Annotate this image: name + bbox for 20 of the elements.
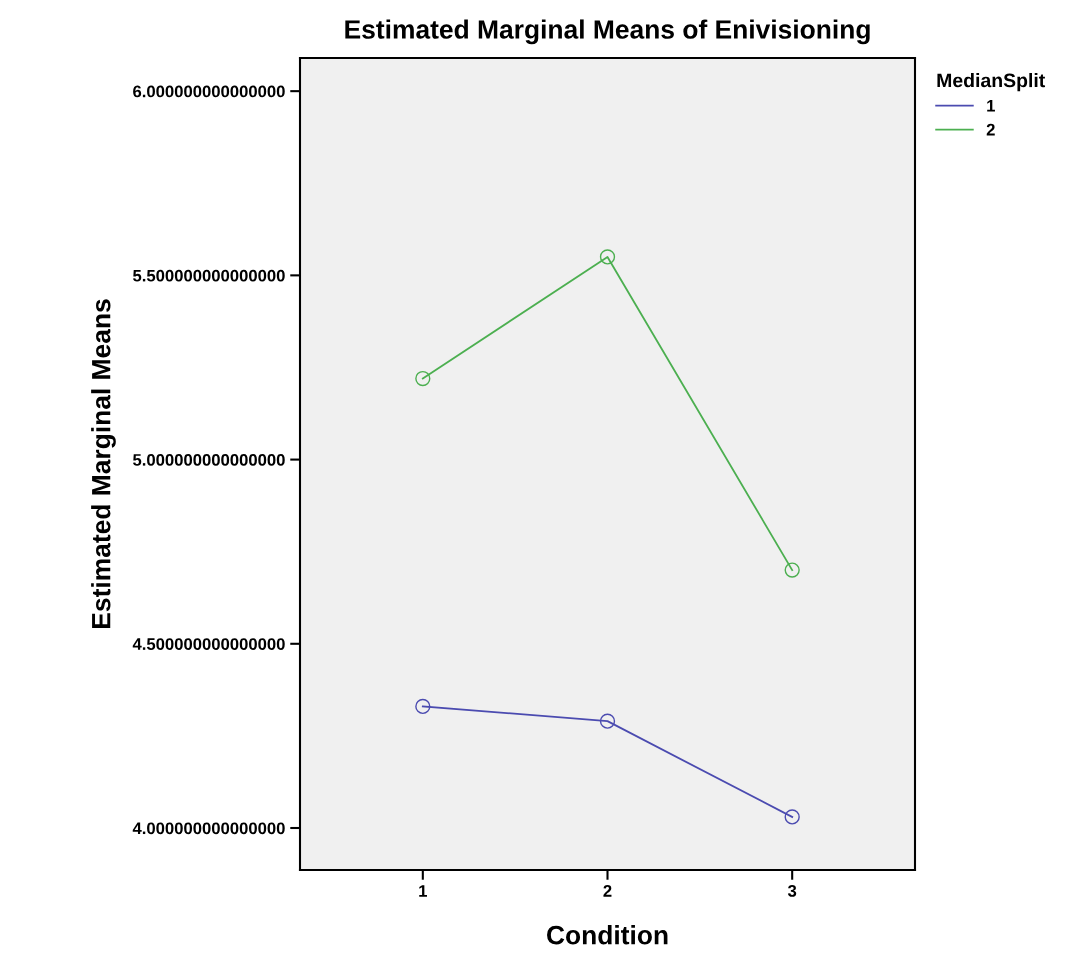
chart-title: Estimated Marginal Means of Enivisioning [345,19,870,45]
y-tick-label: 6.000000000000000 [133,85,285,98]
x-axis-title: Condition [547,925,668,945]
point [415,698,431,715]
x-tick-label: 3 [787,885,797,897]
y-tick-label: 5.500000000000000 [133,269,285,282]
legend-label: 2 [986,123,995,136]
point [784,809,800,825]
x-tick-label: 2 [603,885,612,897]
point [599,713,616,729]
legend-title: MedianSplit [937,73,1046,92]
y-tick-label: 4.000000000000000 [132,822,285,835]
y-axis-title: Estimated Marginal Means [91,299,116,628]
point [784,562,800,578]
y-tick-label: 4.500000000000000 [132,638,285,650]
x-tick-label: 1 [419,885,427,897]
point [415,370,431,387]
point [599,249,616,265]
legend-label: 1 [987,100,995,112]
y-tick-label: 5.000000000000000 [133,453,285,466]
